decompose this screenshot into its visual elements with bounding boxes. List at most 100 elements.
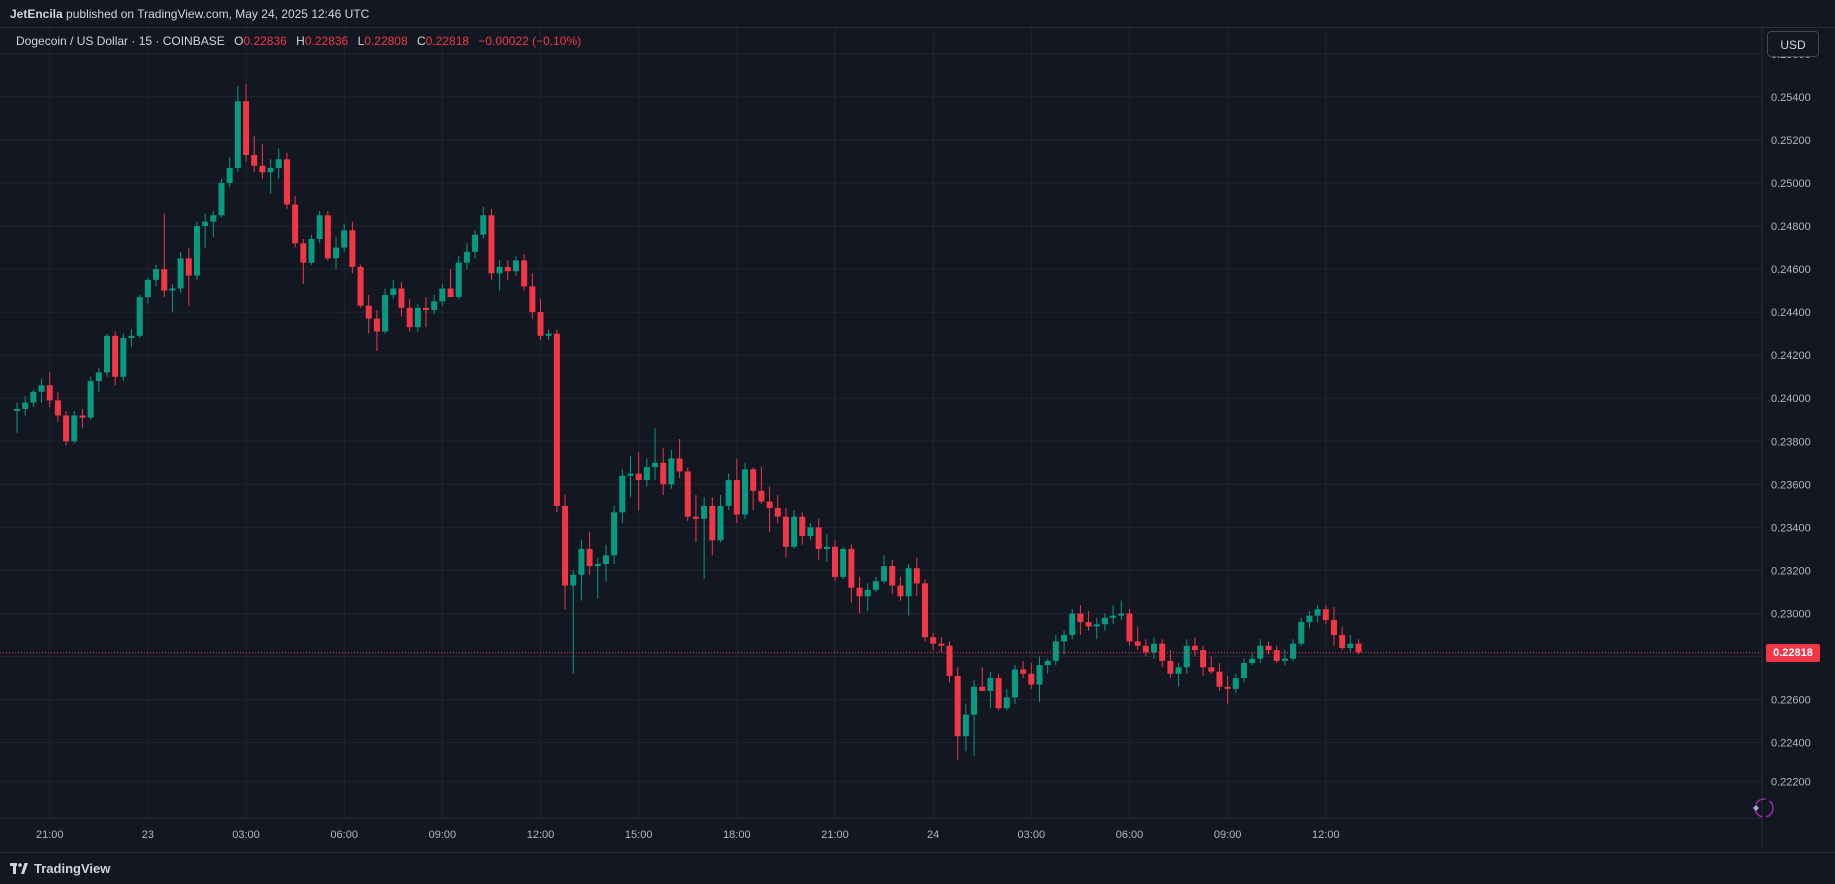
currency-button[interactable]: USD (1767, 31, 1819, 57)
tradingview-logo[interactable]: TradingView (10, 861, 110, 876)
candle (1142, 639, 1149, 657)
candle (463, 243, 470, 270)
time-tick-label: 06:00 (1116, 829, 1144, 841)
candle-body (733, 480, 740, 515)
candle-body (1241, 663, 1247, 679)
candle-body (1036, 665, 1043, 685)
candle (1232, 673, 1239, 694)
candle (259, 144, 266, 179)
candle-body (79, 415, 86, 418)
candle (807, 523, 814, 541)
candle-body (897, 585, 904, 597)
candle (570, 570, 577, 674)
candle-body (447, 288, 454, 298)
candle-body (316, 215, 323, 239)
candle (1208, 656, 1215, 674)
candle-body (635, 473, 642, 481)
publisher-name[interactable]: JetEncila (10, 7, 63, 21)
candle (1011, 665, 1018, 704)
candle-body (22, 402, 29, 410)
price-tick-label: 0.23200 (1771, 565, 1811, 577)
candle (292, 195, 299, 248)
candle (316, 210, 323, 244)
candle (504, 260, 511, 280)
candle-body (1347, 643, 1354, 648)
candle-body (324, 215, 331, 259)
candle (905, 563, 912, 616)
candle-body (95, 372, 102, 382)
candle (390, 279, 397, 300)
time-axis[interactable]: 21:00 23 03:00 06:00 09:00 12:00 15:00 18:00 21:… (36, 829, 1340, 841)
candle-body (103, 335, 110, 373)
candle (275, 148, 282, 179)
candle-body (570, 574, 577, 586)
candle-body (153, 269, 160, 280)
candle (521, 254, 528, 291)
candle (193, 221, 200, 280)
candle-body (30, 391, 37, 403)
candle (1175, 663, 1182, 687)
candle (791, 510, 798, 549)
symbol-title[interactable]: Dogecoin / US Dollar · 15 · COINBASE (16, 34, 225, 48)
candle (627, 456, 634, 498)
candle-body (275, 159, 282, 168)
candle (586, 531, 593, 575)
candle-body (112, 335, 119, 377)
candle (185, 247, 192, 306)
candle-body (709, 505, 716, 541)
candle (987, 671, 994, 709)
time-tick-label: 21:00 (821, 829, 849, 841)
candlestick-chart[interactable]: 0.222000.224000.226000.228000.230000.232… (0, 0, 1835, 852)
price-tick-label: 0.23000 (1771, 609, 1811, 621)
candle (398, 282, 405, 317)
candle (169, 284, 176, 313)
candle-body (1118, 613, 1125, 616)
candle (472, 230, 479, 259)
candle-body (1200, 650, 1207, 668)
candle-body (1142, 645, 1149, 653)
candle (774, 495, 781, 524)
candle-body (390, 288, 397, 295)
candle-body (1183, 645, 1190, 668)
low-value: 0.22808 (364, 34, 408, 48)
candle (218, 178, 225, 218)
candle-body (750, 469, 757, 491)
candle (1265, 641, 1272, 655)
candle-body (832, 546, 838, 577)
candle-body (63, 415, 70, 442)
price-tick-label: 0.24600 (1771, 264, 1811, 276)
candle-body (455, 262, 462, 298)
candle-body (1208, 667, 1215, 672)
candle (668, 449, 675, 489)
candle (1183, 639, 1190, 674)
candle-body (1020, 669, 1027, 674)
candle-body (71, 415, 78, 442)
candle (692, 495, 699, 543)
candle-body (889, 566, 896, 586)
candle-body (218, 182, 225, 216)
tradingview-icon (10, 862, 28, 875)
candle (103, 333, 110, 377)
chart-grid (0, 28, 1762, 818)
candle-body (431, 301, 438, 310)
candle (750, 467, 757, 511)
candle-body (913, 568, 920, 584)
candle (799, 512, 806, 545)
candle-body (701, 505, 708, 519)
price-tick-label: 0.23600 (1771, 479, 1811, 491)
candle-body (1077, 613, 1084, 623)
time-tick-label: 06:00 (330, 829, 358, 841)
candle-body (226, 167, 233, 183)
candle-body (1003, 697, 1010, 709)
published-text: published on TradingView.com, May 24, 20… (66, 7, 370, 21)
magnet-icon[interactable] (1753, 798, 1774, 818)
candle-body (488, 215, 495, 274)
candle-body (128, 335, 135, 338)
candle-body (676, 458, 683, 472)
candle-body (823, 546, 830, 549)
candle (995, 673, 1002, 711)
candle-body (553, 333, 560, 506)
candle-body (717, 505, 724, 541)
candle-body (1085, 622, 1092, 627)
candle (1003, 688, 1010, 711)
